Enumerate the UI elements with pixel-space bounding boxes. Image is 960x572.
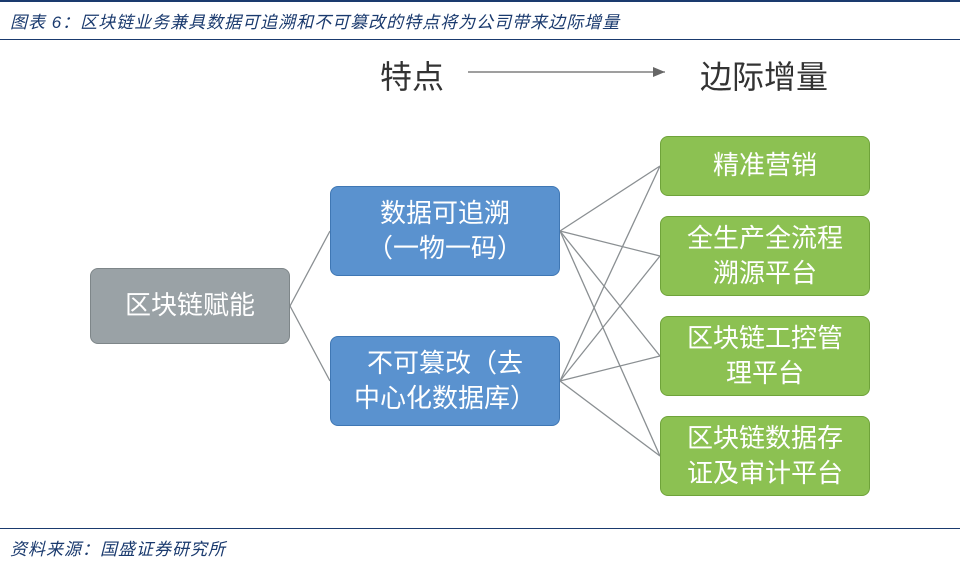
header-increment: 边际增量 (700, 52, 828, 98)
node-feature-traceable: 数据可追溯（一物一码） (330, 186, 560, 276)
node-output-industrial: 区块链工控管理平台 (660, 316, 870, 396)
node-output-marketing: 精准营销 (660, 136, 870, 196)
header-features: 特点 (380, 52, 444, 98)
node-feature-immutable: 不可篡改（去中心化数据库） (330, 336, 560, 426)
figure-title: 图表 6：区块链业务兼具数据可追溯和不可篡改的特点将为公司带来边际增量 (0, 0, 960, 40)
node-output-audit: 区块链数据存证及审计平台 (660, 416, 870, 496)
node-output-trace-platform: 全生产全流程溯源平台 (660, 216, 870, 296)
diagram-canvas: 特点 边际增量 区块链赋能 数据可追溯（一物一码） 不可篡改（去中心化数据库） … (0, 36, 960, 532)
node-root: 区块链赋能 (90, 268, 290, 344)
figure-source: 资料来源：国盛证券研究所 (0, 528, 960, 566)
